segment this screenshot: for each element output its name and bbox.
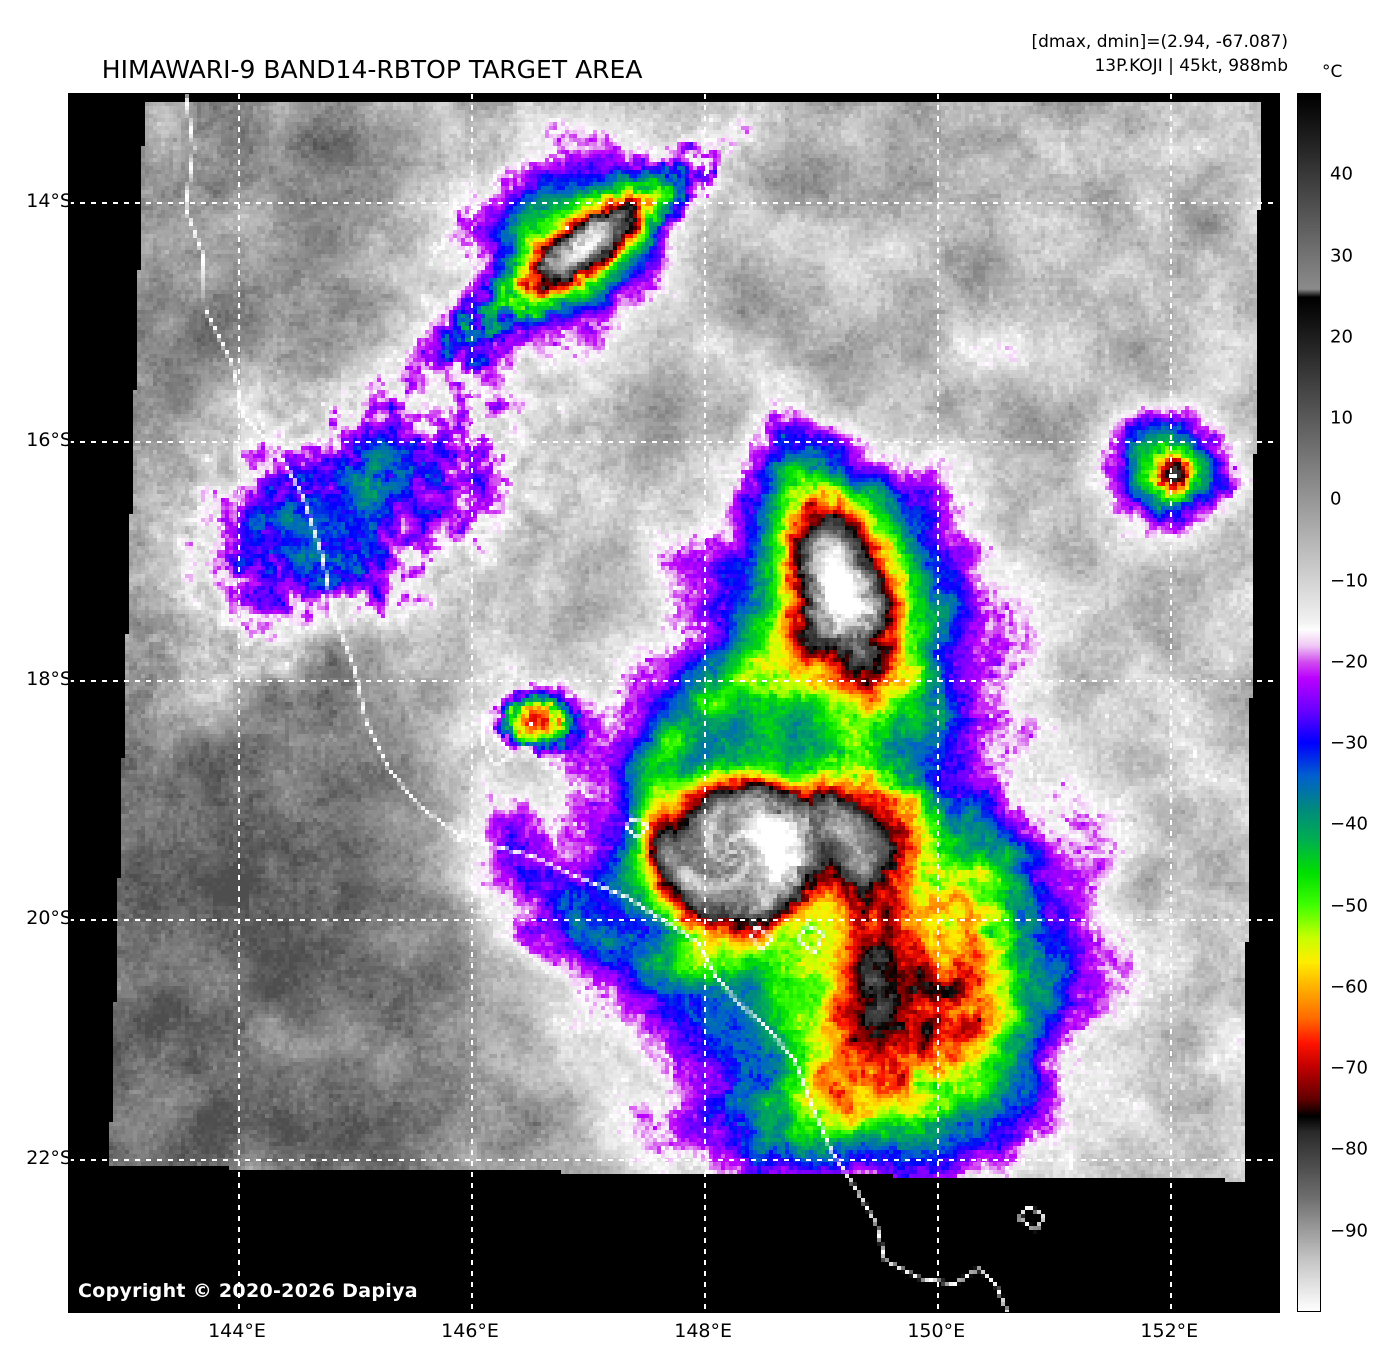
colorbar-tick-label: 0 (1330, 488, 1342, 510)
x-axis-tick-label: 150°E (907, 1320, 966, 1342)
metadata-block: [dmax, dmin]=(2.94, -67.087) 13P.KOJI | … (1031, 30, 1288, 78)
colorbar-tick-label: −50 (1330, 895, 1368, 917)
colorbar-tick-label: −80 (1330, 1138, 1368, 1160)
satellite-plot-area (68, 93, 1280, 1313)
x-axis-tick-label: 146°E (441, 1320, 499, 1342)
colorbar-tick-label: −60 (1330, 976, 1368, 998)
colorbar-tick-label: 40 (1330, 163, 1353, 185)
colorbar-tick-label: −10 (1330, 570, 1368, 592)
copyright-label: Copyright © 2020-2026 Dapiya (78, 1280, 418, 1302)
x-axis-tick-label: 144°E (208, 1320, 266, 1342)
y-axis-tick-label: 14°S (26, 189, 72, 212)
colorbar-unit-label: °C (1322, 62, 1343, 82)
colorbar-tick-label: 20 (1330, 326, 1353, 348)
x-axis-tick-label: 148°E (674, 1320, 733, 1342)
y-axis-tick-label: 18°S (26, 668, 72, 691)
colorbar (1297, 93, 1321, 1312)
colorbar-tick-label: 30 (1330, 245, 1353, 267)
y-axis-tick-label: 16°S (26, 428, 72, 451)
y-axis-tick-label: 22°S (26, 1146, 72, 1169)
dmax-dmin-label: [dmax, dmin]=(2.94, -67.087) (1031, 32, 1288, 52)
colorbar-tick-label: −30 (1330, 732, 1368, 754)
x-axis-tick-label: 152°E (1140, 1320, 1199, 1342)
satellite-image (69, 94, 1279, 1312)
y-axis-tick-label: 20°S (26, 907, 72, 930)
colorbar-tick-label: −70 (1330, 1057, 1368, 1079)
storm-info-label: 13P.KOJI | 45kt, 988mb (1094, 56, 1288, 76)
colorbar-tick-label: 10 (1330, 407, 1353, 429)
colorbar-tick-label: −20 (1330, 651, 1368, 673)
colorbar-tick-label: −40 (1330, 813, 1368, 835)
colorbar-tick-label: −90 (1330, 1220, 1368, 1242)
title-line-1: HIMAWARI-9 BAND14-RBTOP TARGET AREA (101, 55, 643, 84)
